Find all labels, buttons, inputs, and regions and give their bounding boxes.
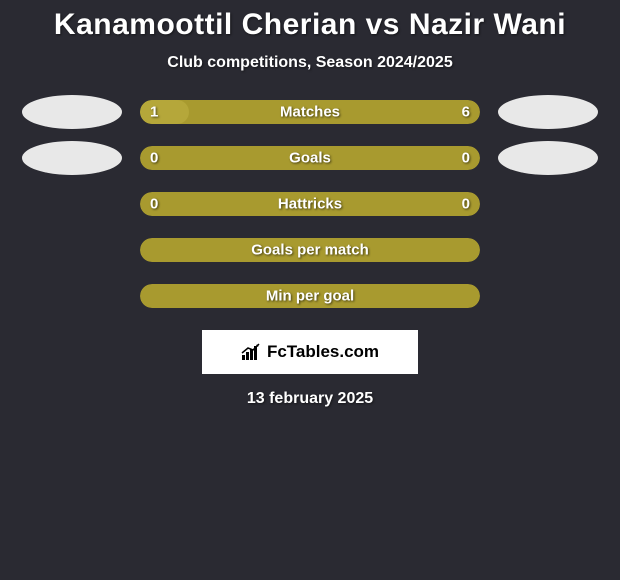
stat-row: 0 Hattricks 0 (0, 192, 620, 216)
stat-bar: Min per goal (140, 284, 480, 308)
bar-label: Goals (289, 150, 331, 167)
logo-chart-icon (241, 343, 263, 361)
stat-row: Goals per match (0, 238, 620, 262)
stat-bar: 1 Matches 6 (140, 100, 480, 124)
stat-row: 0 Goals 0 (0, 146, 620, 170)
bar-value-right: 0 (462, 150, 470, 167)
logo-box: FcTables.com (202, 330, 418, 374)
bar-value-right: 0 (462, 196, 470, 213)
date-label: 13 february 2025 (0, 390, 620, 408)
stat-row: 1 Matches 6 (0, 100, 620, 124)
stat-bar: 0 Hattricks 0 (140, 192, 480, 216)
avatar-right (498, 141, 598, 175)
subtitle: Club competitions, Season 2024/2025 (0, 54, 620, 72)
logo-inner: FcTables.com (241, 342, 379, 362)
bar-label: Matches (280, 104, 340, 121)
stat-row: Min per goal (0, 284, 620, 308)
page-title: Kanamoottil Cherian vs Nazir Wani (0, 8, 620, 42)
stats-card: Kanamoottil Cherian vs Nazir Wani Club c… (0, 0, 620, 408)
stat-bar: Goals per match (140, 238, 480, 262)
bar-value-left: 0 (150, 196, 158, 213)
avatar-left (22, 141, 122, 175)
bar-label: Min per goal (266, 288, 354, 305)
bar-value-left: 0 (150, 150, 158, 167)
bars-container: 1 Matches 6 0 Goals 0 0 Hattricks 0 Goals per mat… (0, 100, 620, 308)
avatar-right (498, 95, 598, 129)
bar-fill (140, 100, 189, 124)
bar-label: Goals per match (251, 242, 369, 259)
logo-text: FcTables.com (267, 342, 379, 362)
avatar-left (22, 95, 122, 129)
bar-label: Hattricks (278, 196, 342, 213)
bar-value-right: 6 (462, 104, 470, 121)
bar-value-left: 1 (150, 104, 158, 121)
stat-bar: 0 Goals 0 (140, 146, 480, 170)
